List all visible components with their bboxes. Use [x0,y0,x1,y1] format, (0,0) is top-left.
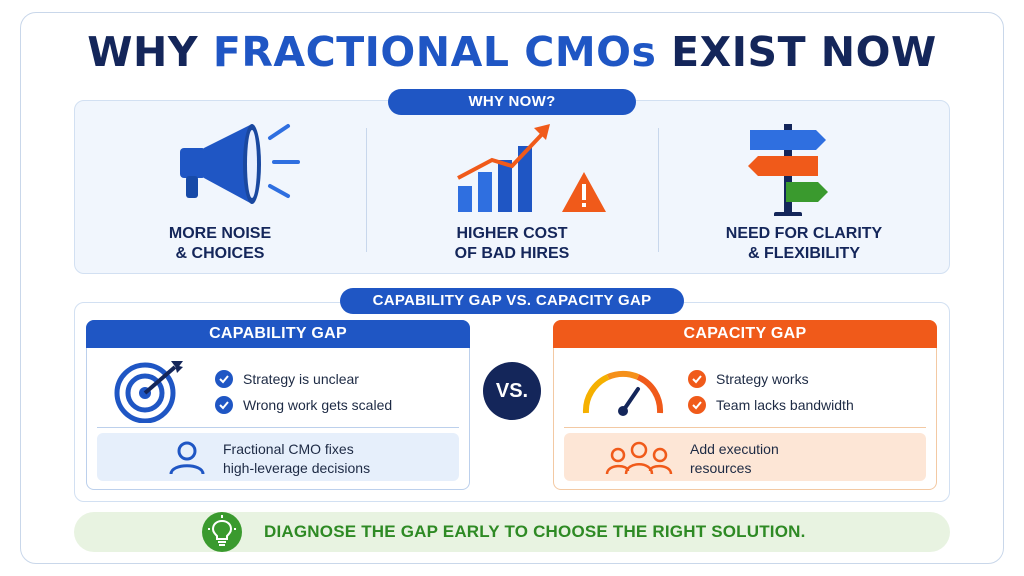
label-line-1: MORE NOISE [168,225,272,242]
check-circle-icon [688,370,706,388]
foot-line-2: resources [690,460,752,476]
target-icon [114,361,183,423]
signpost-icon [748,124,828,216]
capacity-gap-card: CAPACITY GAP Strategy works Team lacks b… [553,320,937,490]
check-item: Team lacks bandwidth [688,392,854,418]
why-item-clarity: NEED FOR CLARITY & FLEXIBILITY [658,110,950,270]
conclusion-text: DIAGNOSE THE GAP EARLY TO CHOOSE THE RIG… [264,522,806,541]
why-now-label: WHY NOW? [388,89,636,115]
team-icon [605,441,673,475]
capability-gap-title: CAPABILITY GAP [86,320,470,348]
foot-line-2: high-leverage decisions [223,460,371,476]
label-line-2: OF BAD HIRES [454,245,570,262]
vs-badge: VS. [483,362,541,420]
divider [97,427,459,428]
gauge-icon [582,370,664,416]
capability-solution: Fractional CMO fixes high-leverage decis… [97,433,459,481]
foot-line-1: Fractional CMO fixes [223,441,354,457]
divider [366,128,367,252]
capability-gap-card: CAPABILITY GAP Strategy is unclear Wrong… [86,320,470,490]
lightbulb-glyph [208,515,236,546]
check-item: Wrong work gets scaled [215,392,392,418]
capacity-solution: Add execution resources [564,433,926,481]
why-item-noise: MORE NOISE & CHOICES [74,110,366,270]
title-part-1: WHY [87,28,213,76]
lightbulb-icon [202,512,242,552]
label-line-1: HIGHER COST [456,225,568,242]
check-text: Strategy works [716,371,809,387]
capacity-gap-title: CAPACITY GAP [553,320,937,348]
label-line-2: & CHOICES [175,245,265,262]
title-part-2: EXIST NOW [656,28,937,76]
check-text: Strategy is unclear [243,371,359,387]
megaphone-icon [180,124,300,204]
foot-line-1: Add execution [690,441,779,457]
capability-solution-text: Fractional CMO fixes high-leverage decis… [223,440,370,478]
check-item: Strategy works [688,366,854,392]
rising-cost-warning-icon [457,124,606,212]
check-circle-icon [215,370,233,388]
label-line-2: & FLEXIBILITY [748,245,860,262]
page-title: WHY FRACTIONAL CMOs EXIST NOW [0,28,1024,76]
capacity-check-list: Strategy works Team lacks bandwidth [688,366,854,418]
divider [658,128,659,252]
why-item-clarity-label: NEED FOR CLARITY & FLEXIBILITY [658,224,950,264]
why-item-noise-label: MORE NOISE & CHOICES [74,224,366,264]
check-circle-icon [688,396,706,414]
person-icon [169,441,205,475]
check-text: Wrong work gets scaled [243,397,393,413]
check-item: Strategy is unclear [215,366,392,392]
divider [564,427,926,428]
label-line-1: NEED FOR CLARITY [725,225,883,242]
check-circle-icon [215,396,233,414]
title-accent: FRACTIONAL CMOs [212,28,657,76]
why-item-cost: HIGHER COST OF BAD HIRES [366,110,658,270]
capability-check-list: Strategy is unclear Wrong work gets scal… [215,366,392,418]
gap-section-label: CAPABILITY GAP VS. CAPACITY GAP [340,288,684,314]
capacity-solution-text: Add execution resources [690,440,779,478]
why-item-cost-label: HIGHER COST OF BAD HIRES [366,224,658,264]
check-text: Team lacks bandwidth [716,397,854,413]
